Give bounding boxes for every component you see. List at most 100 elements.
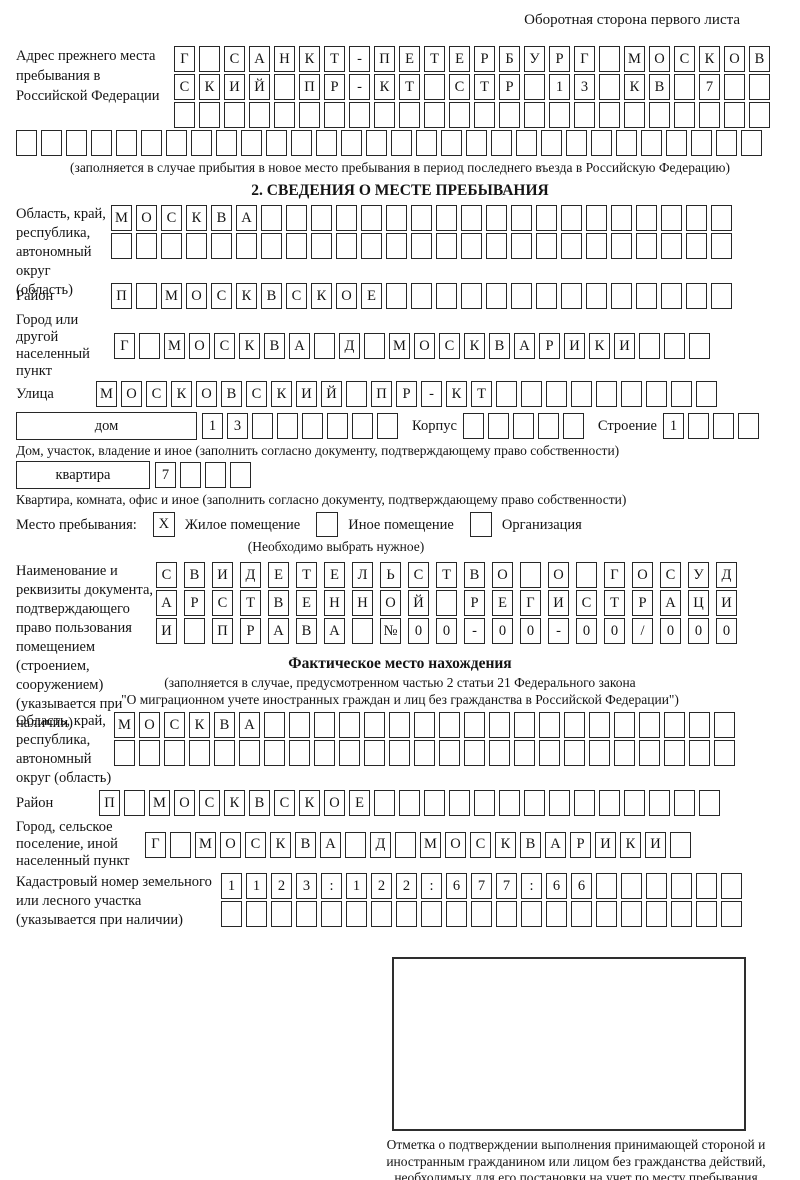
char-cell bbox=[221, 901, 242, 927]
char-cell bbox=[712, 413, 734, 439]
cadastre-row-2[interactable] bbox=[221, 901, 742, 927]
house-note: Дом, участок, владение и иное (заполнить… bbox=[16, 443, 620, 458]
char-cell: К bbox=[171, 381, 192, 407]
actual-region-label: Область, край, республика, автономный ок… bbox=[16, 713, 112, 786]
char-cell: В bbox=[221, 381, 242, 407]
korpus-cells[interactable] bbox=[462, 413, 584, 439]
checkbox-residential[interactable]: X bbox=[152, 512, 175, 537]
char-cell bbox=[311, 205, 332, 231]
char-cell bbox=[599, 46, 620, 72]
char-cell bbox=[166, 130, 187, 156]
char-cell bbox=[624, 102, 645, 128]
char-cell bbox=[486, 205, 507, 231]
char-cell: 1 bbox=[221, 873, 242, 899]
cadastre-label: Кадастровый номер земельного или лесного… bbox=[16, 874, 212, 928]
char-cell: - bbox=[349, 74, 370, 100]
char-cell bbox=[436, 590, 457, 616]
char-cell bbox=[614, 712, 635, 738]
char-cell: Г bbox=[574, 46, 595, 72]
prev-address-note: (заполняется в случае прибытия в новое м… bbox=[69, 160, 731, 175]
char-cell: 0 bbox=[660, 618, 681, 644]
char-cell: Г bbox=[114, 333, 135, 359]
char-cell bbox=[136, 283, 157, 309]
cadastre-row: Кадастровый номер земельного или лесного… bbox=[16, 873, 784, 949]
char-cell bbox=[439, 712, 460, 738]
region-row-2[interactable] bbox=[111, 233, 732, 259]
char-cell bbox=[424, 102, 445, 128]
char-cell bbox=[364, 740, 385, 766]
char-cell bbox=[511, 283, 532, 309]
char-cell: - bbox=[464, 618, 485, 644]
char-cell: И bbox=[548, 590, 569, 616]
char-cell bbox=[664, 333, 685, 359]
char-cell: Т bbox=[474, 74, 495, 100]
char-cell bbox=[511, 233, 532, 259]
actual-city-label: Город, сельское поселение, иной населенн… bbox=[16, 819, 130, 869]
char-cell: Е bbox=[399, 46, 420, 72]
char-cell bbox=[687, 413, 709, 439]
char-cell bbox=[589, 712, 610, 738]
char-cell bbox=[414, 740, 435, 766]
char-cell: 0 bbox=[576, 618, 597, 644]
char-cell bbox=[621, 381, 642, 407]
checkbox-other-premises[interactable] bbox=[316, 512, 339, 537]
char-cell bbox=[461, 233, 482, 259]
char-cell bbox=[441, 130, 462, 156]
stroenie-cells[interactable]: 1 bbox=[662, 413, 759, 439]
char-cell: А bbox=[545, 831, 566, 858]
char-cell bbox=[541, 130, 562, 156]
stroenie-label: Строение bbox=[597, 418, 657, 434]
char-cell bbox=[696, 381, 717, 407]
apartment-cells[interactable]: 7 bbox=[155, 462, 251, 488]
char-cell: Т bbox=[471, 381, 492, 407]
char-cell bbox=[286, 205, 307, 231]
document-row-3[interactable]: И П Р А В А № 0 0-0 0-0 0/0 0 0 bbox=[156, 618, 737, 644]
checkbox-organization[interactable] bbox=[469, 512, 492, 537]
char-cell bbox=[524, 74, 545, 100]
char-cell bbox=[586, 205, 607, 231]
char-cell: Д bbox=[339, 333, 360, 359]
char-cell: С bbox=[470, 831, 491, 858]
char-cell bbox=[274, 74, 295, 100]
char-cell bbox=[16, 130, 37, 156]
char-cell bbox=[389, 712, 410, 738]
prev-address-row-4[interactable] bbox=[16, 130, 784, 156]
char-cell bbox=[471, 901, 492, 927]
char-cell bbox=[564, 740, 585, 766]
char-cell: 0 bbox=[716, 618, 737, 644]
char-cell bbox=[205, 462, 226, 488]
char-cell: О bbox=[445, 831, 466, 858]
char-cell bbox=[649, 790, 670, 816]
char-cell: К bbox=[620, 831, 641, 858]
char-cell: О bbox=[492, 562, 513, 588]
char-cell bbox=[639, 333, 660, 359]
char-cell: Г bbox=[520, 590, 541, 616]
char-cell bbox=[266, 130, 287, 156]
char-cell bbox=[239, 740, 260, 766]
char-cell bbox=[574, 102, 595, 128]
char-cell: К bbox=[224, 790, 245, 816]
prev-address-row-3[interactable] bbox=[174, 102, 770, 128]
char-cell: П bbox=[299, 74, 320, 100]
char-cell: М bbox=[96, 381, 117, 407]
char-cell: А bbox=[156, 590, 177, 616]
char-cell bbox=[261, 205, 282, 231]
char-cell bbox=[230, 462, 251, 488]
char-cell: Т bbox=[399, 74, 420, 100]
actual-region-row-2[interactable] bbox=[114, 740, 735, 766]
char-cell bbox=[321, 901, 342, 927]
char-cell bbox=[186, 233, 207, 259]
